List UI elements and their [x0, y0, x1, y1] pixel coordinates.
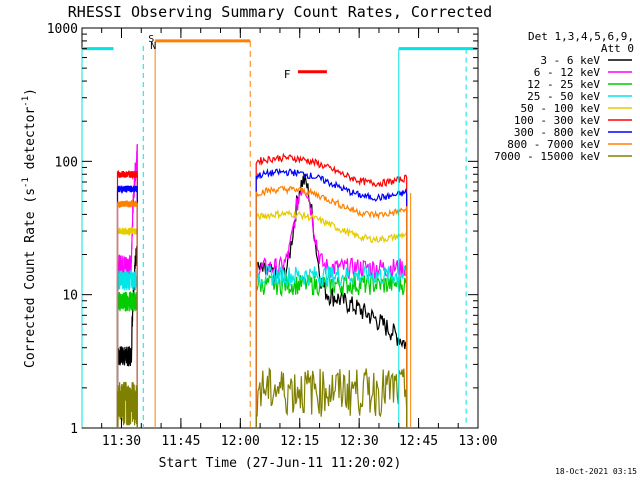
legend-label: 300 - 800 keV — [514, 126, 600, 139]
flag-n: N — [150, 41, 156, 52]
x-tick-label: 12:30 — [340, 434, 379, 449]
series-line-5 — [116, 226, 138, 428]
x-tick-label: 12:15 — [280, 434, 319, 449]
y-tick-label: 100 — [55, 155, 78, 170]
axis-layer: 1 10 100 1000 11:30 11:45 12:00 12:15 12:30 12:45… — [47, 22, 498, 449]
legend-label: 6 - 12 keV — [534, 66, 601, 79]
legend-label: 50 - 100 keV — [521, 102, 601, 115]
overlay-layer: SN F — [81, 34, 478, 428]
y-axis-label: Corrected Count Rate (s-1 detector-1) — [21, 88, 38, 368]
chart-title: RHESSI Observing Summary Count Rates, Co… — [68, 3, 492, 21]
x-axis-label: Start Time (27-Jun-11 11:20:02) — [159, 456, 402, 471]
x-tick-label: 13:00 — [458, 434, 497, 449]
series-line-8 — [116, 198, 138, 428]
legend-label: 7000 - 15000 keV — [494, 150, 600, 163]
series-layer — [116, 143, 408, 428]
x-tick-label: 11:45 — [161, 434, 200, 449]
y-tick-label: 10 — [62, 289, 78, 304]
series-line-6 — [116, 169, 138, 428]
legend-label: 3 - 6 keV — [540, 54, 600, 67]
series-line-3 — [116, 291, 138, 428]
series-line-9 — [116, 381, 138, 428]
legend-label: 800 - 7000 keV — [507, 138, 600, 151]
legend-label: 12 - 25 keV — [527, 78, 600, 91]
timestamp: 18-Oct-2021 03:15 — [555, 467, 637, 476]
plot-frame — [81, 27, 479, 429]
series-line-7 — [255, 167, 408, 428]
legend-header-1: Det 1,3,4,5,6,9, — [528, 30, 634, 43]
series-line-6 — [255, 152, 408, 428]
series-line-2 — [116, 143, 138, 428]
legend-header-2: Att 0 — [601, 42, 634, 55]
series-line-8 — [255, 185, 408, 428]
x-tick-label: 12:45 — [399, 434, 438, 449]
legend-label: 25 - 50 keV — [527, 90, 600, 103]
y-tick-label: 1000 — [47, 22, 78, 37]
x-tick-label: 11:30 — [102, 434, 141, 449]
flag-f: F — [284, 68, 291, 81]
series-line-3 — [255, 273, 408, 428]
series-line-4 — [255, 263, 408, 428]
series-line-9 — [255, 367, 408, 428]
series-line-4 — [116, 270, 138, 428]
series-line-7 — [116, 185, 138, 428]
y-tick-label: 1 — [70, 422, 78, 437]
legend-label: 100 - 300 keV — [514, 114, 600, 127]
x-tick-label: 12:00 — [221, 434, 260, 449]
series-line-5 — [255, 209, 408, 428]
flag-s: S — [148, 34, 154, 45]
